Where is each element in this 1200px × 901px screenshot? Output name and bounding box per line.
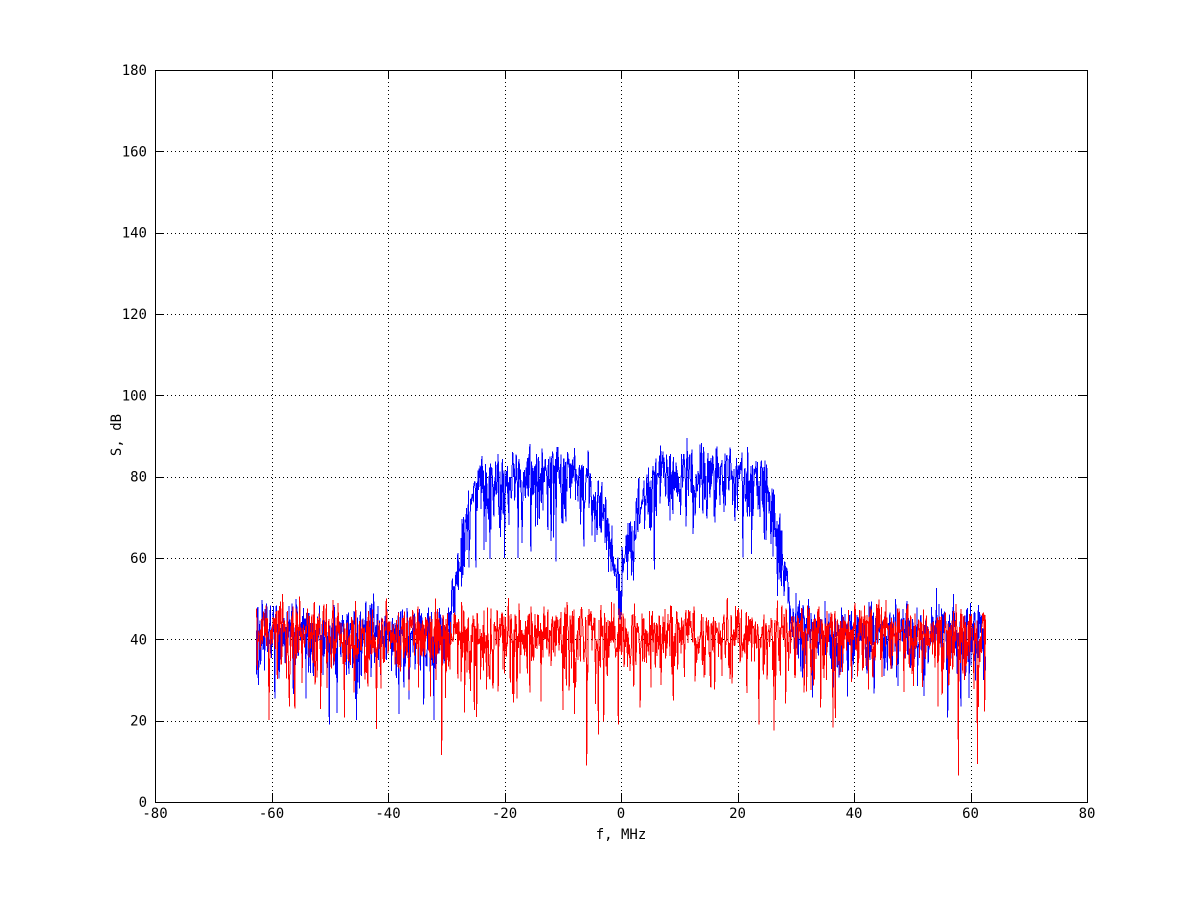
x-tick-label: 60	[962, 806, 979, 822]
x-tick-label: -40	[375, 806, 400, 822]
x-tick-label: -60	[259, 806, 284, 822]
signal-plus-noise-spectrum-trace	[255, 437, 987, 725]
y-tick-label: 180	[122, 63, 147, 79]
y-tick-label: 0	[139, 795, 147, 811]
y-tick-label: 140	[122, 226, 147, 242]
x-axis-label: f, MHz	[595, 827, 647, 843]
y-tick-label: 120	[122, 307, 147, 323]
y-tick-label: 20	[130, 714, 147, 730]
y-tick-label: 100	[122, 388, 147, 404]
y-tick-label: 160	[122, 144, 147, 160]
y-tick-label: 60	[130, 551, 147, 567]
y-tick-label: 80	[130, 470, 147, 486]
noise-floor-spectrum-trace	[255, 594, 987, 776]
x-tick-label: 20	[729, 806, 746, 822]
x-tick-label: 80	[1079, 806, 1096, 822]
x-tick-label: -80	[142, 806, 167, 822]
x-tick-label: 0	[617, 806, 625, 822]
y-tick-label: 40	[130, 632, 147, 648]
y-axis-label: S, dB	[109, 413, 125, 457]
x-tick-label: -20	[492, 806, 517, 822]
x-tick-label: 40	[846, 806, 863, 822]
